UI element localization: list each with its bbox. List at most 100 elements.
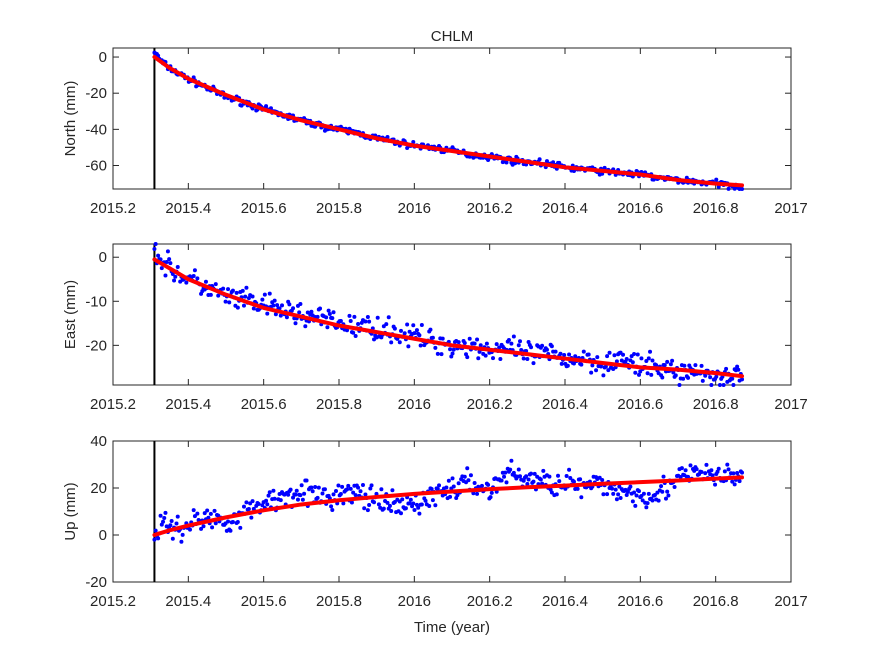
observed-point-up — [170, 536, 175, 541]
observed-point-east — [235, 305, 240, 310]
observed-point-up — [260, 503, 265, 508]
observed-point-up — [605, 492, 610, 497]
observed-point-east — [246, 296, 251, 301]
observed-point-east — [594, 368, 599, 373]
observed-point-up — [358, 489, 363, 494]
observed-point-east — [168, 261, 173, 266]
observed-point-up — [614, 497, 619, 502]
panel-up: 2015.2 2015.4 2015.6 2015.8 2016 2016.2 2016.4… — [62, 433, 808, 610]
observed-point-up — [541, 468, 546, 473]
observed-point-up — [271, 488, 276, 493]
x-tick-label-north: 2016.2 — [467, 200, 513, 217]
observed-point-up — [341, 501, 346, 506]
observed-point-north — [411, 140, 416, 145]
observed-point-up — [486, 482, 491, 487]
observed-point-up — [704, 462, 709, 467]
panel-east: 2015.2 2015.4 2015.6 2015.8 2016 2016.2 2016.4… — [62, 242, 808, 413]
observed-point-up — [722, 469, 727, 474]
observed-point-east — [428, 327, 433, 332]
observed-point-up — [174, 521, 179, 526]
observed-point-up — [403, 506, 408, 511]
observed-point-up — [408, 497, 413, 502]
y-tick-label-up: 40 — [90, 433, 107, 450]
observed-point-up — [547, 474, 552, 479]
observed-point-up — [516, 467, 521, 472]
observed-point-up — [310, 489, 315, 494]
observed-point-east — [348, 318, 353, 323]
observed-point-east — [435, 351, 440, 356]
observed-point-east — [284, 315, 289, 320]
observed-point-up — [417, 511, 422, 516]
observed-point-east — [531, 361, 536, 366]
observed-point-east — [671, 370, 676, 375]
observed-point-east — [472, 341, 477, 346]
observed-point-east — [265, 311, 270, 316]
observed-point-up — [437, 483, 442, 488]
observed-point-up — [235, 520, 240, 525]
observed-point-east — [433, 345, 438, 350]
observed-point-up — [636, 489, 641, 494]
plot-area-east — [112, 243, 792, 386]
observed-point-east — [699, 363, 704, 368]
observed-point-up — [610, 486, 614, 491]
observed-point-east — [226, 287, 231, 292]
observed-point-up — [563, 486, 568, 491]
observed-point-east — [448, 347, 453, 352]
observed-point-up — [199, 526, 204, 531]
observed-point-up — [716, 466, 721, 471]
observed-point-up — [713, 482, 718, 487]
observed-point-up — [298, 493, 303, 498]
observed-point-up — [267, 490, 272, 495]
observed-point-up — [521, 478, 526, 483]
observed-point-east — [241, 303, 246, 308]
observed-point-up — [557, 479, 562, 484]
observed-point-east — [402, 331, 407, 336]
observed-point-east — [567, 352, 572, 357]
observed-point-up — [502, 474, 507, 479]
observed-point-up — [192, 514, 197, 519]
observed-point-up — [390, 488, 395, 493]
observed-point-east — [291, 306, 296, 311]
observed-point-east — [519, 347, 524, 352]
observed-point-east — [273, 312, 278, 317]
observed-point-east — [724, 366, 729, 371]
observed-point-up — [333, 488, 338, 493]
observed-point-up — [419, 502, 424, 507]
observed-point-east — [363, 319, 368, 324]
model-curve-up — [152, 475, 745, 537]
observed-point-east — [405, 322, 410, 327]
observed-point-east — [230, 288, 235, 293]
observed-point-up — [238, 525, 243, 530]
observed-point-east — [589, 370, 594, 375]
observed-point-up — [518, 474, 522, 479]
y-tick-label-north: 0 — [99, 49, 107, 66]
observed-point-east — [558, 351, 563, 356]
observed-point-east — [595, 355, 600, 360]
observed-point-east — [686, 375, 691, 380]
observed-point-up — [686, 474, 691, 479]
observed-point-up — [387, 503, 392, 508]
observed-point-up — [456, 481, 461, 486]
observed-point-up — [699, 469, 704, 474]
observed-point-east — [506, 338, 511, 343]
observed-point-up — [353, 493, 358, 498]
observed-point-east — [494, 342, 499, 347]
observed-point-up — [575, 486, 580, 491]
observed-point-up — [433, 503, 438, 508]
observed-point-up — [450, 476, 455, 481]
observed-point-east — [586, 352, 591, 357]
x-tick-label-up: 2016.6 — [617, 593, 663, 610]
observed-point-up — [230, 520, 235, 525]
observed-point-up — [389, 509, 394, 514]
observed-point-north — [264, 104, 269, 109]
observed-point-up — [504, 480, 509, 485]
observed-point-up — [616, 492, 621, 497]
observed-point-up — [568, 475, 573, 480]
observed-point-east — [298, 301, 303, 306]
observed-point-up — [633, 503, 638, 508]
observed-point-up — [554, 492, 559, 497]
x-tick-label-east: 2016.4 — [542, 396, 588, 413]
observed-point-up — [249, 515, 254, 520]
observed-point-east — [708, 375, 713, 380]
x-tick-label-east: 2016 — [398, 396, 431, 413]
